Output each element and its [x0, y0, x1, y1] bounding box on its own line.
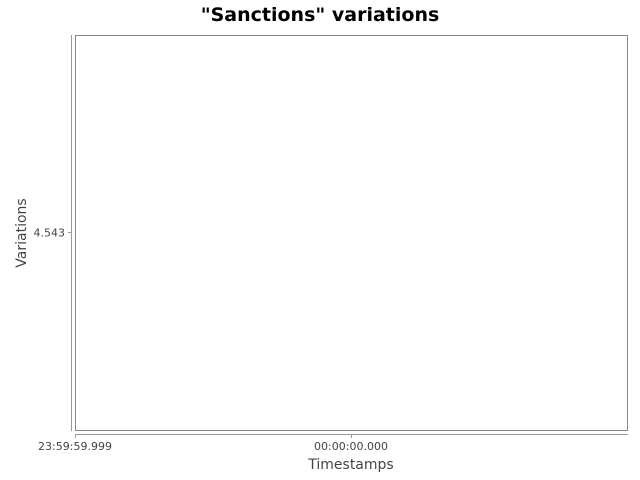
y-axis-title: Variations	[14, 198, 30, 267]
plot-area	[75, 35, 628, 431]
chart-title: "Sanctions" variations	[201, 4, 440, 26]
x-axis-title: Timestamps	[307, 457, 393, 473]
x-tick-label: 00:00:00.000	[314, 440, 388, 453]
y-tick-label: 4.543	[34, 227, 66, 240]
x-tick-label: 23:59:59.999	[38, 440, 112, 453]
